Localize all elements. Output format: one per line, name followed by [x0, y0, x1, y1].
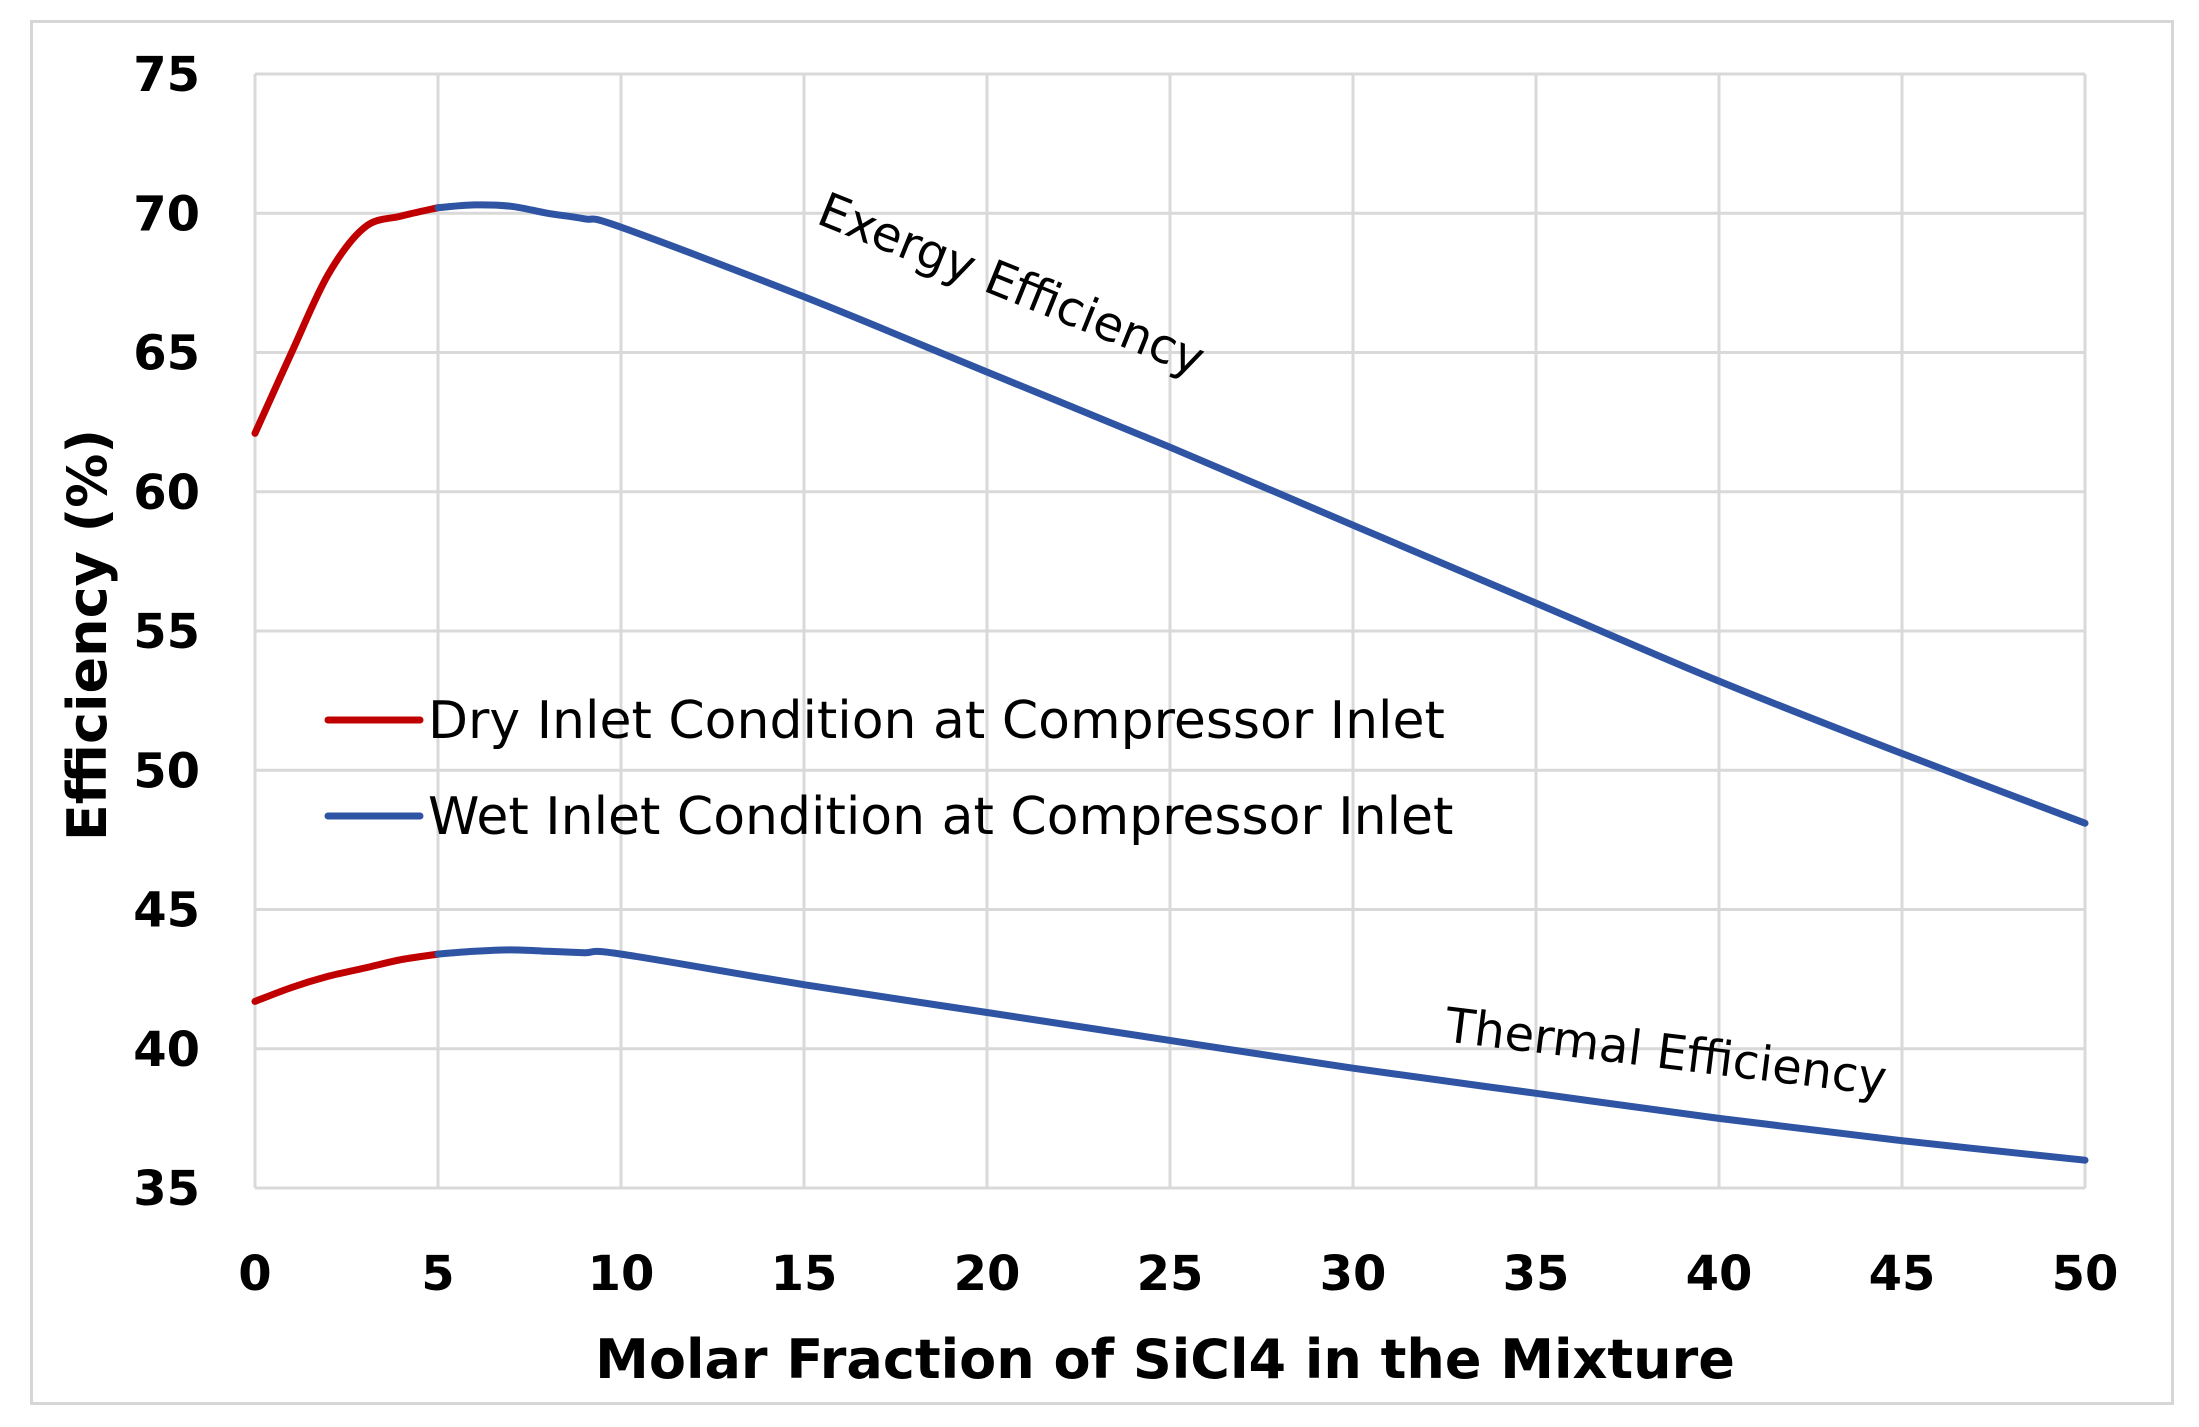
wet-thermal-line	[434, 946, 2089, 1164]
legend-label-wet: Wet Inlet Condition at Compressor Inlet	[428, 787, 1453, 847]
grid-lines	[253, 72, 2087, 1190]
x-tick-label: 20	[954, 1246, 1021, 1302]
x-tick-label: 10	[588, 1246, 655, 1302]
dry-exergy-line	[251, 204, 442, 437]
chart-frame	[30, 20, 2174, 1405]
x-tick-label: 5	[421, 1246, 454, 1302]
y-tick-label: 60	[133, 465, 200, 521]
x-axis-ticks: 0 5 10 15 20 25 30 35 40 45 50	[238, 1246, 2118, 1302]
y-tick-label: 70	[133, 186, 200, 242]
y-axis-title: Efficiency (%)	[56, 429, 119, 841]
x-tick-label: 15	[771, 1246, 838, 1302]
y-tick-label: 50	[133, 743, 200, 799]
x-tick-label: 35	[1503, 1246, 1570, 1302]
y-tick-label: 45	[133, 883, 200, 939]
y-tick-label: 75	[133, 47, 200, 103]
dry-thermal-line	[251, 950, 442, 1005]
x-tick-label: 50	[2052, 1246, 2119, 1302]
x-tick-label: 0	[238, 1246, 271, 1302]
y-tick-label: 55	[133, 604, 200, 660]
y-tick-label: 40	[133, 1022, 200, 1078]
x-tick-label: 40	[1686, 1246, 1753, 1302]
legend-label-dry: Dry Inlet Condition at Compressor Inlet	[428, 691, 1445, 751]
y-axis-ticks: 35 40 45 50 55 60 65 70 75	[133, 47, 200, 1217]
legend: Dry Inlet Condition at Compressor Inlet …	[324, 691, 1453, 847]
x-tick-label: 25	[1137, 1246, 1204, 1302]
x-axis-title: Molar Fraction of SiCl4 in the Mixture	[595, 1328, 1735, 1391]
x-tick-label: 30	[1320, 1246, 1387, 1302]
series-lines	[251, 201, 2089, 1164]
y-tick-label: 65	[133, 326, 200, 382]
x-tick-label: 45	[1869, 1246, 1936, 1302]
wet-exergy-line	[434, 201, 2089, 827]
y-tick-label: 35	[133, 1161, 200, 1217]
